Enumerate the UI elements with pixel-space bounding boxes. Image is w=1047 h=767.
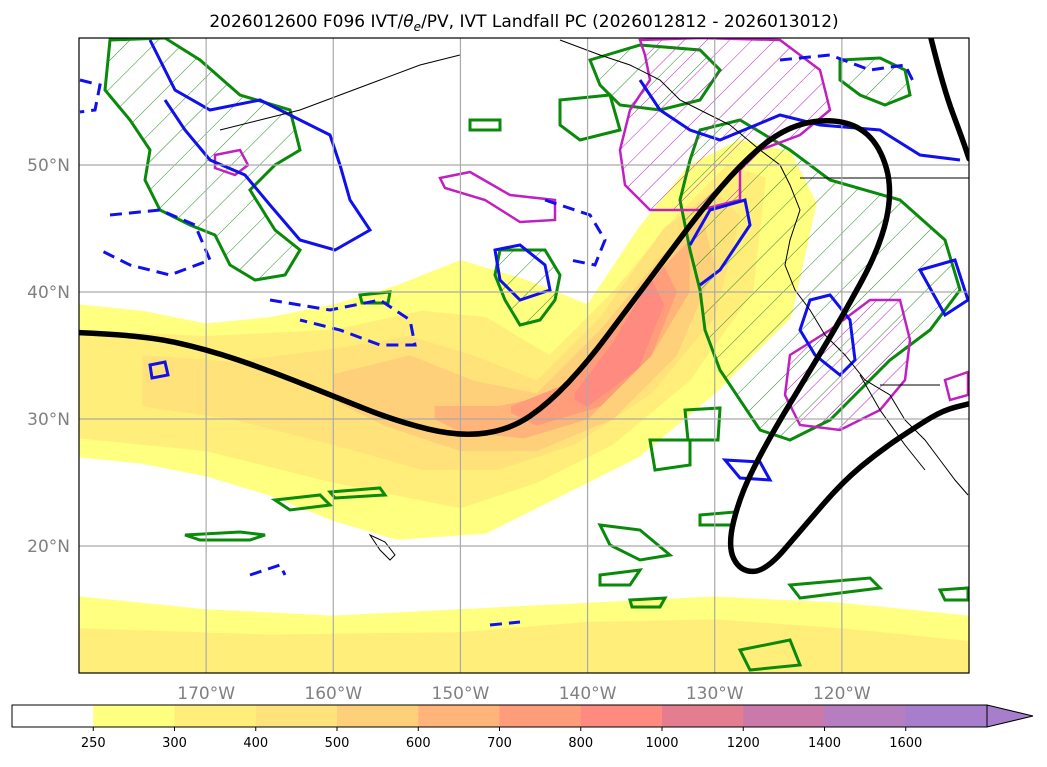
colorbar-bin — [93, 705, 175, 727]
ivt-filled-contours — [79, 139, 969, 673]
gridlines — [79, 38, 969, 673]
green-blob-14 — [737, 638, 803, 672]
lat-tick-labels: 20°N 30°N 40°N 50°N — [27, 156, 70, 557]
coastline-hawaii — [368, 533, 396, 561]
chart-title: 2026012600 F096 IVT/θe/PV, IVT Landfall … — [209, 12, 838, 34]
map-frame — [78, 37, 970, 674]
lon-tick-label: 140°W — [559, 684, 617, 704]
chart-title-subscript: e — [414, 20, 421, 34]
magenta-region-baja — [783, 298, 912, 432]
colorbar-extend-arrow — [986, 704, 1034, 728]
colorbar-tick-label: 400 — [243, 736, 268, 751]
coastline-alaska — [559, 39, 701, 111]
landfall-pc-line-1 — [928, 38, 969, 162]
lon-tick-label: 150°W — [432, 684, 490, 704]
magenta-loop-3 — [943, 370, 969, 402]
colorbar-tick-label: 300 — [162, 736, 187, 751]
green-blob-11 — [468, 118, 502, 132]
coastline-aleutians — [219, 54, 461, 131]
blue-dashed-6 — [249, 563, 287, 577]
green-small-contours — [184, 93, 969, 672]
blue-contour-solid-3 — [688, 198, 752, 287]
green-blob-15 — [937, 586, 969, 602]
landfall-pc-line-0 — [79, 118, 969, 575]
colorbar-bin — [174, 705, 257, 727]
blue-contour-solid-1 — [148, 39, 373, 252]
magenta-loop-2 — [213, 148, 250, 177]
blue-contour-solid-7 — [917, 258, 969, 318]
chart-title-theta: θ — [403, 12, 414, 32]
colorbar-tick-label: 1600 — [889, 736, 922, 751]
blue-contour-solid-2 — [638, 79, 961, 162]
colorbar-tick-label: 1400 — [808, 736, 841, 751]
blue-dashed-contours — [79, 53, 917, 627]
green-region-north — [838, 56, 912, 107]
green-blob-4 — [597, 523, 674, 562]
chart-title-suffix: /PV, IVT Landfall PC (2026012812 - 20260… — [421, 12, 839, 32]
blue-contour-solid-8 — [148, 360, 170, 380]
lat-tick-label: 20°N — [27, 537, 70, 557]
green-blob-7 — [787, 576, 884, 600]
green-blob-6 — [628, 596, 668, 609]
lat-tick-label: 50°N — [27, 156, 70, 176]
colorbar-bin — [12, 705, 94, 727]
green-blob-5 — [598, 568, 644, 587]
colorbar: 250 300 400 500 600 700 800 1000 1200 1400 1600 — [11, 704, 1034, 751]
colorbar-tick-label: 1000 — [645, 736, 678, 751]
magenta-loop-1 — [438, 170, 557, 224]
colorbar-bin — [743, 705, 825, 727]
ivt-landfall-pc-contour — [79, 38, 969, 575]
colorbar-tick-label: 700 — [487, 736, 512, 751]
colorbar-bin — [580, 705, 663, 727]
colorbar-tick-label: 250 — [81, 736, 106, 751]
lon-tick-label: 120°W — [813, 684, 871, 704]
coastline-baja — [859, 374, 926, 471]
green-blob-12 — [558, 93, 622, 142]
green-blob-1 — [184, 530, 266, 542]
blue-dashed-5 — [779, 53, 917, 86]
magenta-contours — [213, 148, 969, 402]
blue-dashed-7 — [489, 620, 521, 627]
lat-tick-label: 30°N — [27, 410, 70, 430]
lon-tick-label: 130°W — [686, 684, 744, 704]
chart-title-prefix: 2026012600 F096 IVT/ — [209, 12, 403, 32]
lon-tick-label: 170°W — [177, 684, 235, 704]
colorbar-bin — [662, 705, 744, 727]
colorbar-tick-label: 1200 — [727, 736, 760, 751]
colorbar-bin — [499, 705, 582, 727]
blue-dashed-4 — [544, 198, 607, 267]
blue-dashed-1 — [99, 208, 212, 277]
green-blob-10 — [648, 438, 692, 472]
colorbar-tick-label: 500 — [325, 736, 350, 751]
colorbar-bin — [337, 705, 419, 727]
blue-contours — [148, 39, 969, 482]
green-blob-9 — [683, 406, 722, 442]
green-blob-13 — [358, 290, 392, 305]
blue-contour-solid-4 — [798, 293, 857, 378]
colorbar-tick-label: 600 — [406, 736, 431, 751]
map-layers — [79, 38, 969, 673]
green-blob-2 — [270, 493, 334, 512]
blue-contour-solid-6 — [493, 243, 552, 302]
colorbar-bin — [418, 705, 500, 727]
blue-dashed-3 — [79, 78, 102, 114]
lon-tick-labels: 170°W 160°W 150°W 140°W 130°W 120°W — [177, 684, 871, 704]
blue-contour-solid-5 — [721, 458, 773, 482]
colorbar-bin — [905, 705, 988, 727]
colorbar-bin — [824, 705, 907, 727]
colorbar-bin — [255, 705, 338, 727]
lat-tick-label: 40°N — [27, 283, 70, 303]
lon-tick-label: 160°W — [304, 684, 362, 704]
colorbar-tick-label: 800 — [568, 736, 593, 751]
green-region-gulf — [493, 248, 562, 327]
blue-dashed-2 — [269, 298, 417, 347]
ivt-region-800-8 — [574, 278, 665, 407]
